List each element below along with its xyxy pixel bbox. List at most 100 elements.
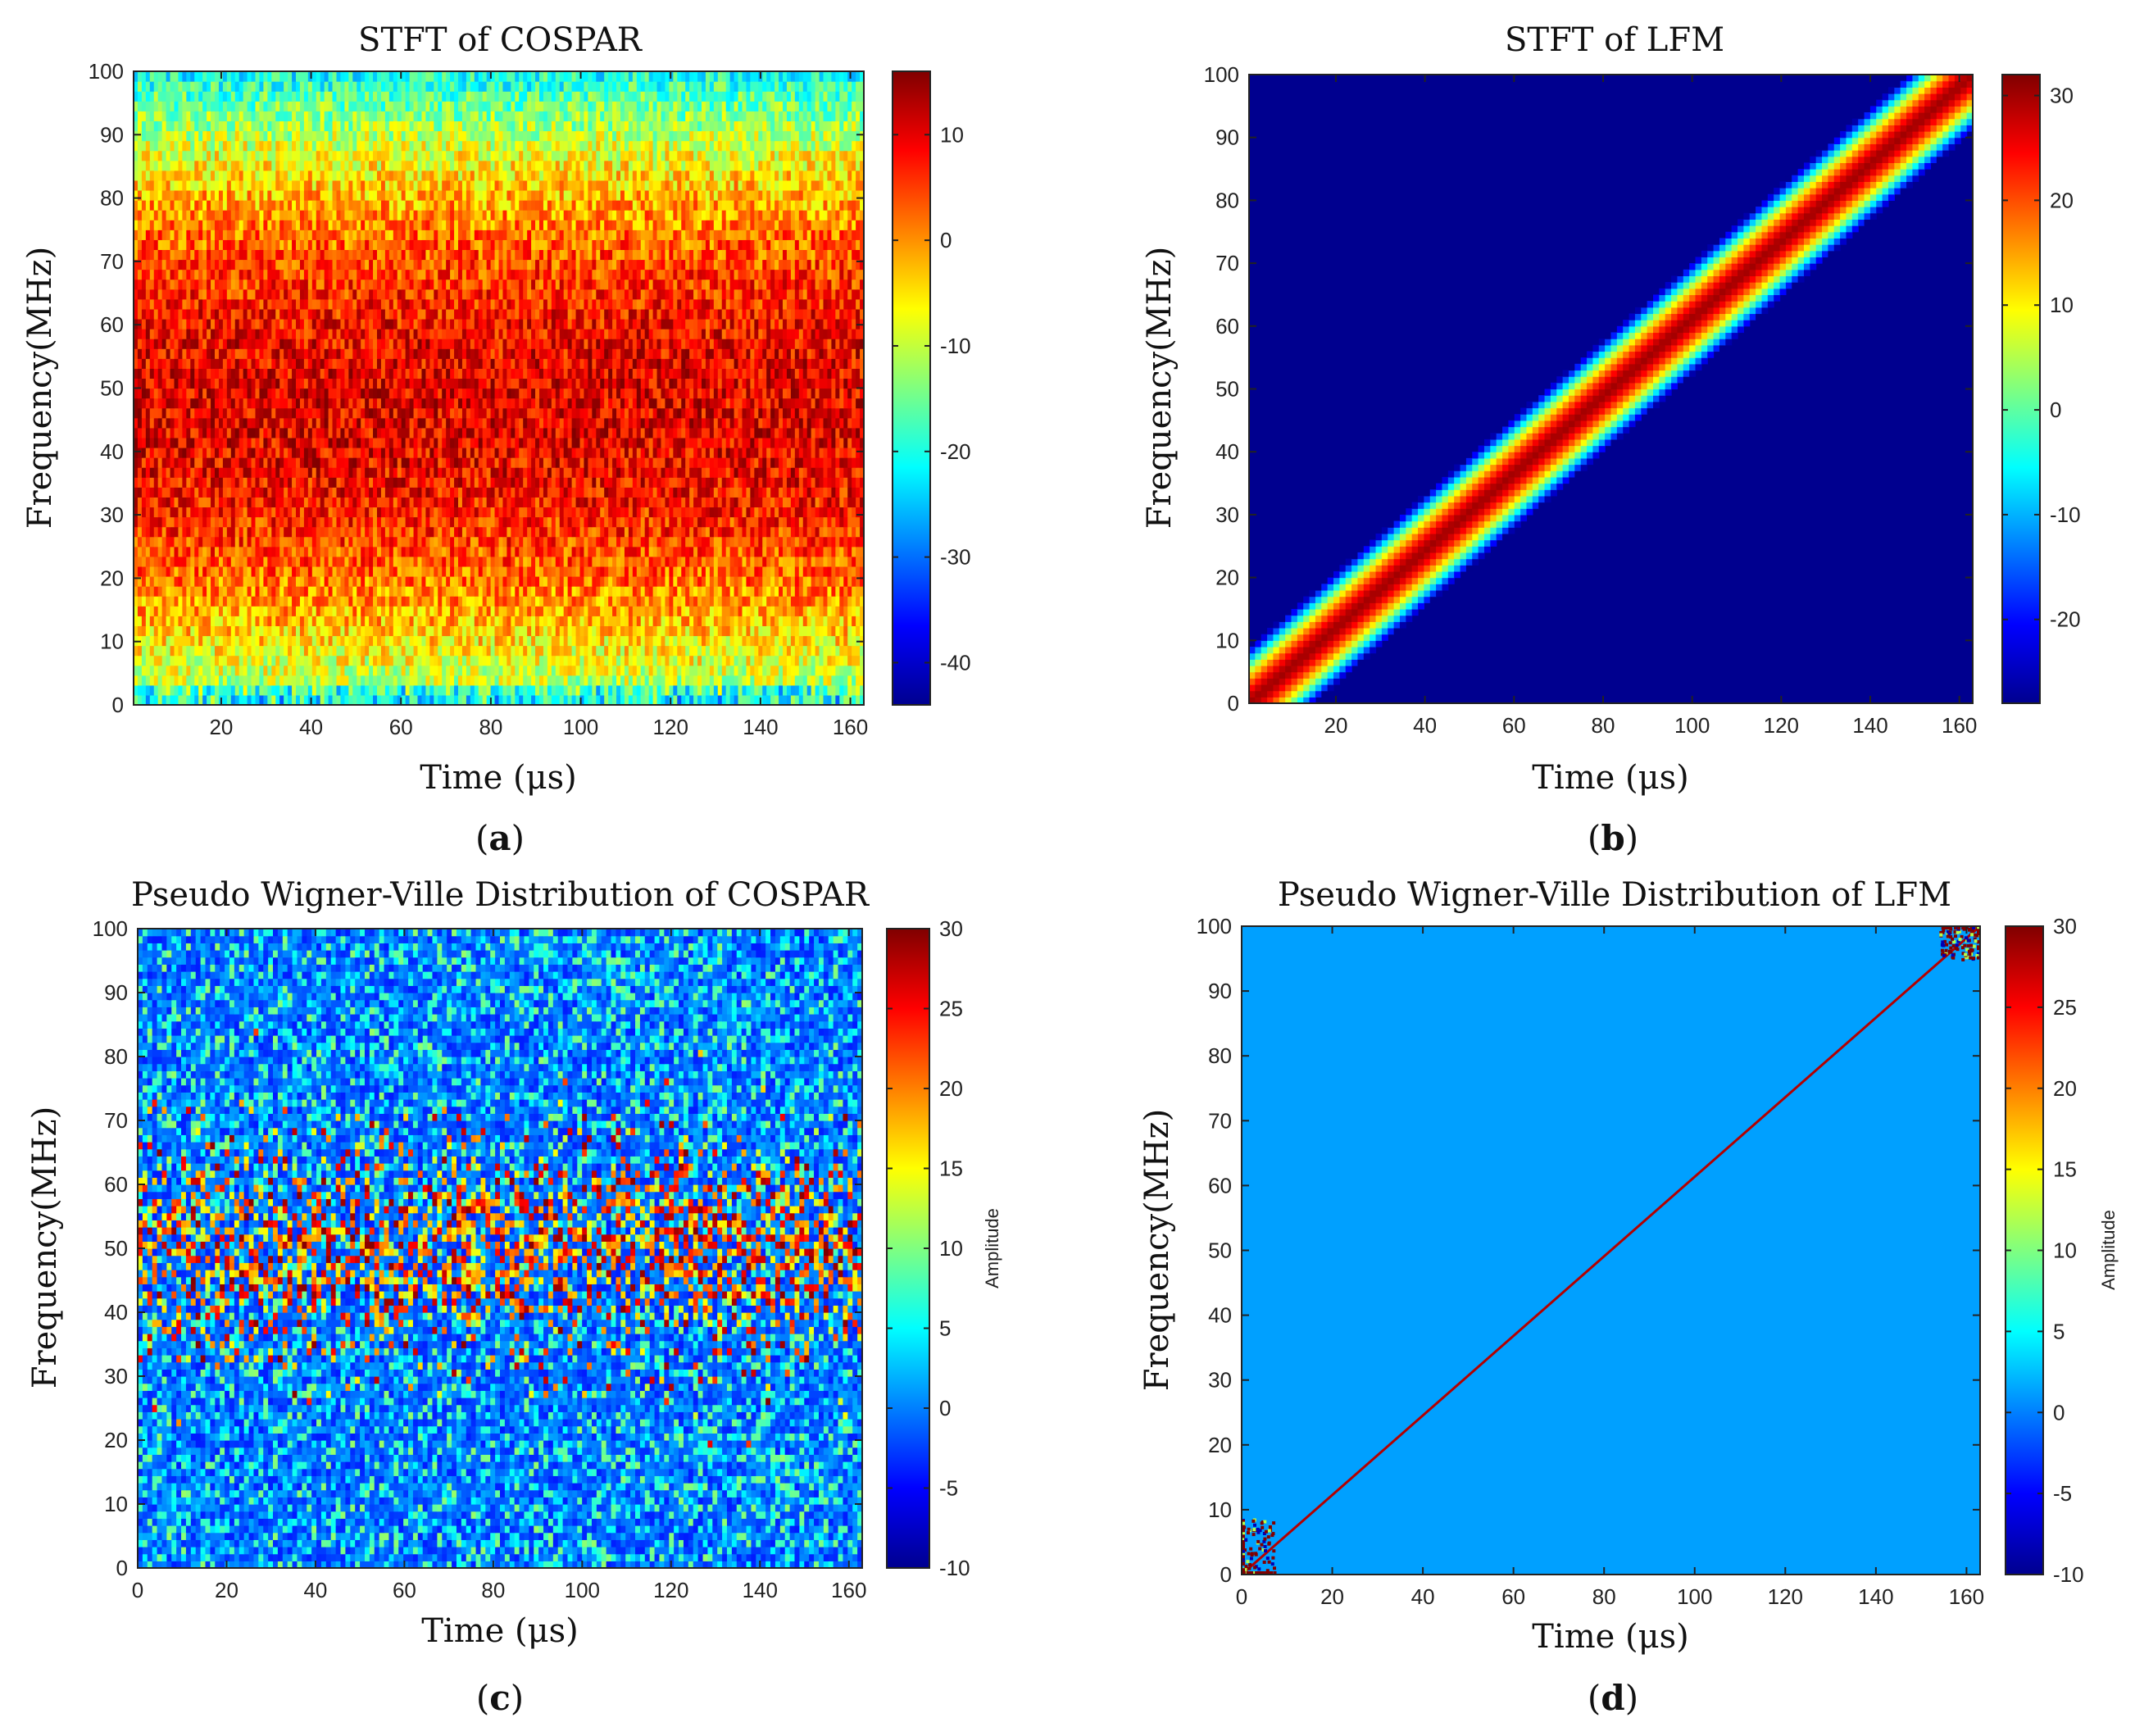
heat-cell [681,645,686,657]
heat-cell [161,526,167,538]
heat-cell [746,655,751,666]
heat-cell [490,487,496,498]
heat-cell [482,684,488,696]
heat-cell [311,457,317,468]
heat-cell [656,457,662,468]
heat-cell [592,507,597,518]
heat-cell [461,616,467,626]
heat-cell [153,665,159,676]
heat-cell [794,596,800,607]
heat-cell [689,467,694,478]
heat-cell [461,556,467,567]
heat-cell [454,516,459,528]
heat-cell [555,556,561,567]
heat-cell [592,497,597,508]
heat-cell [215,684,220,696]
heat-cell [417,487,423,498]
heat-cell [178,437,183,448]
heat-cell [758,596,763,607]
heat-cell [790,606,796,616]
heat-cell [770,437,775,448]
heat-cell [316,487,321,498]
heat-cell [288,437,293,448]
heat-cell [762,645,767,657]
heat-cell [202,575,207,587]
heat-cell [482,694,488,706]
heat-cell [681,556,686,567]
heat-cell [161,596,167,607]
heat-cell [425,507,430,518]
heat-cell [279,477,284,488]
heat-cell [486,655,492,666]
heat-cell [157,606,163,616]
heat-cell [770,457,775,468]
heat-cell [377,566,382,577]
heat-cell [624,477,629,488]
heat-cell [461,516,467,528]
heat-cell [434,507,438,518]
heat-cell [636,675,642,686]
heat-cell [461,437,467,448]
heat-cell [843,467,848,478]
heat-cell [847,487,852,498]
heat-cell [612,427,617,439]
heat-cell [725,655,731,666]
heat-cell [288,606,293,616]
heat-cell [474,487,479,498]
heat-cell [292,467,297,478]
heat-cell [352,437,357,448]
heat-cell [681,675,686,686]
heat-cell [750,625,755,637]
heat-cell [478,616,484,626]
heat-cell [324,497,329,508]
heat-cell [717,694,723,706]
heat-cell [446,447,451,458]
heat-cell [661,586,666,597]
heat-cell [779,655,784,666]
heat-cell [474,536,479,548]
heat-cell [652,616,658,626]
heat-cell [348,546,353,557]
heat-cell [600,566,605,577]
heat-cell [324,625,329,637]
heat-cell [511,625,516,637]
heat-cell [166,546,171,557]
heat-cell [632,635,638,647]
heat-cell [409,556,415,567]
heat-cell [263,556,268,567]
heat-cell [377,526,382,538]
heat-cell [207,665,211,676]
heat-cell [644,575,650,587]
heat-cell [506,575,511,587]
heat-cell [377,684,382,696]
heat-cell [644,497,650,508]
heat-cell [571,645,577,657]
heat-cell [779,546,784,557]
heat-cell [762,625,767,637]
heat-cell [243,516,248,528]
heat-cell [531,447,536,458]
heat-cell [429,497,434,508]
heat-cell [153,447,159,458]
heat-cell [429,625,434,637]
heat-cell [365,675,370,686]
heat-cell [405,616,411,626]
heat-cell [243,606,248,616]
heat-cell [567,635,573,647]
heat-cell [450,536,455,548]
heat-cell [284,586,288,597]
heat-cell [628,497,634,508]
heat-cell [284,625,288,637]
heat-cell [434,665,438,676]
heat-cell [729,655,735,666]
heat-cell [141,575,147,587]
heat-cell [466,586,471,597]
heat-cell [616,596,621,607]
heat-cell [665,655,670,666]
heat-cell [543,684,548,696]
heat-cell [292,575,297,587]
heat-cell [702,487,706,498]
heat-cell [669,655,674,666]
heat-cell [170,625,175,637]
heat-cell [673,427,678,439]
